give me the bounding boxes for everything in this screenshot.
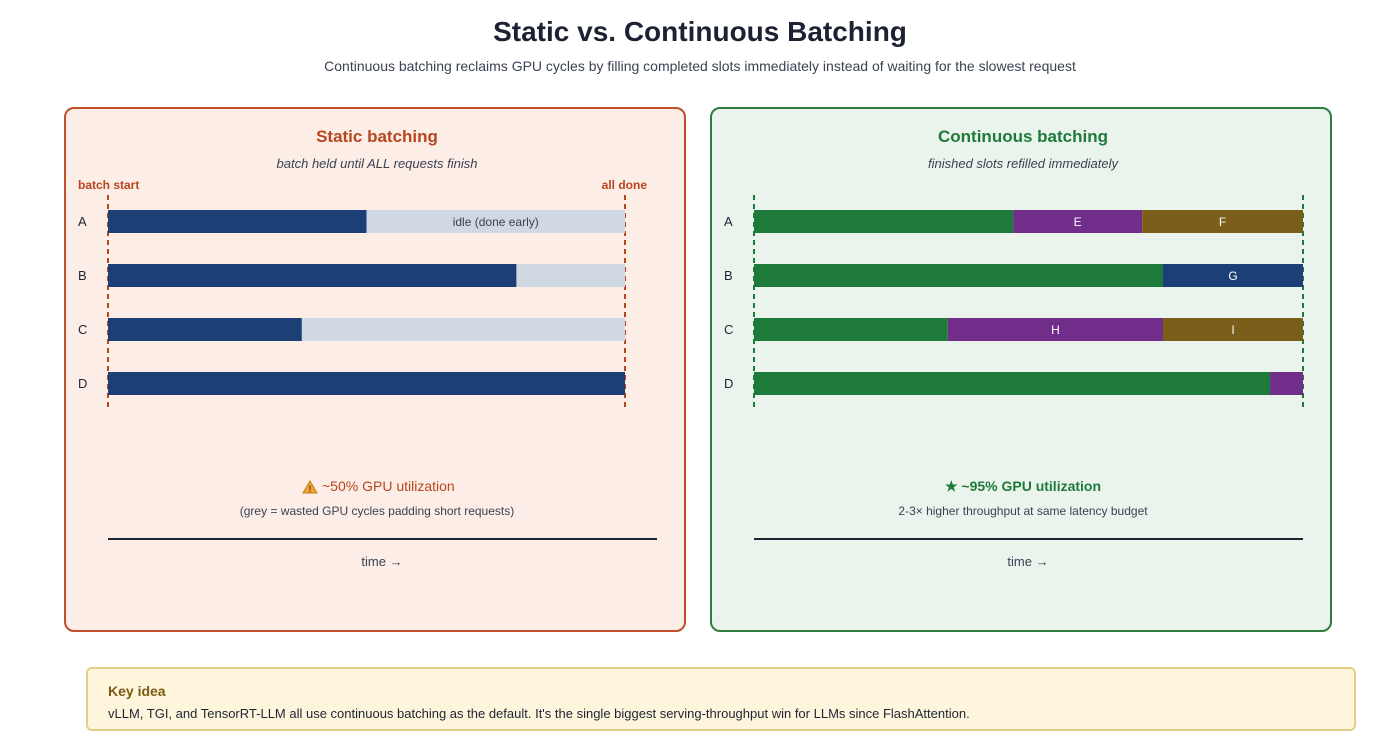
static-batching-panel: Static batching batch held until ALL req… bbox=[64, 107, 686, 632]
static-row-label: B bbox=[78, 268, 87, 283]
static-row-label: A bbox=[78, 214, 87, 229]
continuous-segment-label: F bbox=[1219, 215, 1226, 229]
continuous-batching-diagram: Continuous batching finished slots refil… bbox=[724, 127, 1304, 569]
static-batching-diagram: Static batching batch held until ALL req… bbox=[78, 127, 657, 569]
key-idea-text: vLLM, TGI, and TensorRT-LLM all use cont… bbox=[108, 706, 970, 721]
continuous-segment-purple bbox=[1013, 210, 1143, 233]
continuous-segment-label: E bbox=[1074, 215, 1082, 229]
continuous-segment-green bbox=[754, 318, 948, 341]
page-subtitle: Continuous batching reclaims GPU cycles … bbox=[324, 58, 1076, 74]
static-segment-idle bbox=[301, 318, 625, 341]
static-segment-label: idle (done early) bbox=[453, 215, 539, 229]
key-idea-title: Key idea bbox=[108, 683, 166, 699]
svg-text:!: ! bbox=[309, 484, 312, 494]
continuous-segment-purple bbox=[1270, 372, 1303, 395]
continuous-segment-blue bbox=[1163, 264, 1303, 287]
continuous-row-label: D bbox=[724, 376, 733, 391]
continuous-segment-green bbox=[754, 264, 1164, 287]
continuous-row-label: A bbox=[724, 214, 733, 229]
continuous-panel-heading: Continuous batching bbox=[938, 127, 1108, 146]
static-panel-caption: batch held until ALL requests finish bbox=[277, 156, 478, 171]
all-done-label: all done bbox=[602, 178, 648, 192]
continuous-batching-panel: Continuous batching finished slots refil… bbox=[710, 107, 1332, 632]
static-time-axis-label: time → bbox=[361, 554, 402, 569]
continuous-segment-green bbox=[754, 210, 1014, 233]
static-segment-active bbox=[108, 264, 517, 287]
static-segment-active bbox=[108, 318, 302, 341]
batch-start-label: batch start bbox=[78, 178, 139, 192]
continuous-segment-label: I bbox=[1231, 323, 1234, 337]
continuous-segment-brown bbox=[1163, 318, 1303, 341]
continuous-segment-label: G bbox=[1228, 269, 1237, 283]
continuous-utilization: ★ ~95% GPU utilization bbox=[945, 478, 1101, 494]
continuous-segment-label: H bbox=[1051, 323, 1060, 337]
continuous-row-label: C bbox=[724, 322, 733, 337]
continuous-panel-caption: finished slots refilled immediately bbox=[928, 156, 1120, 171]
static-row-label: C bbox=[78, 322, 87, 337]
static-panel-heading: Static batching bbox=[316, 127, 438, 146]
continuous-time-axis-label: time → bbox=[1007, 554, 1048, 569]
key-idea-callout: Key idea vLLM, TGI, and TensorRT-LLM all… bbox=[86, 667, 1356, 731]
static-segment-idle bbox=[516, 264, 625, 287]
static-segment-idle bbox=[366, 210, 625, 233]
page-title: Static vs. Continuous Batching bbox=[493, 16, 907, 47]
static-row-label: D bbox=[78, 376, 87, 391]
static-segment-active bbox=[108, 372, 625, 395]
static-utilization: ~50% GPU utilization bbox=[322, 478, 455, 494]
continuous-request-rows: A E F B G C H I D bbox=[724, 210, 1303, 395]
continuous-note: 2-3× higher throughput at same latency b… bbox=[898, 504, 1148, 518]
static-note: (grey = wasted GPU cycles padding short … bbox=[240, 504, 514, 518]
continuous-segment-purple bbox=[947, 318, 1164, 341]
continuous-row-label: B bbox=[724, 268, 733, 283]
static-segment-active bbox=[108, 210, 367, 233]
continuous-segment-green bbox=[754, 372, 1271, 395]
continuous-segment-brown bbox=[1142, 210, 1303, 233]
warning-icon: ! bbox=[302, 480, 318, 494]
